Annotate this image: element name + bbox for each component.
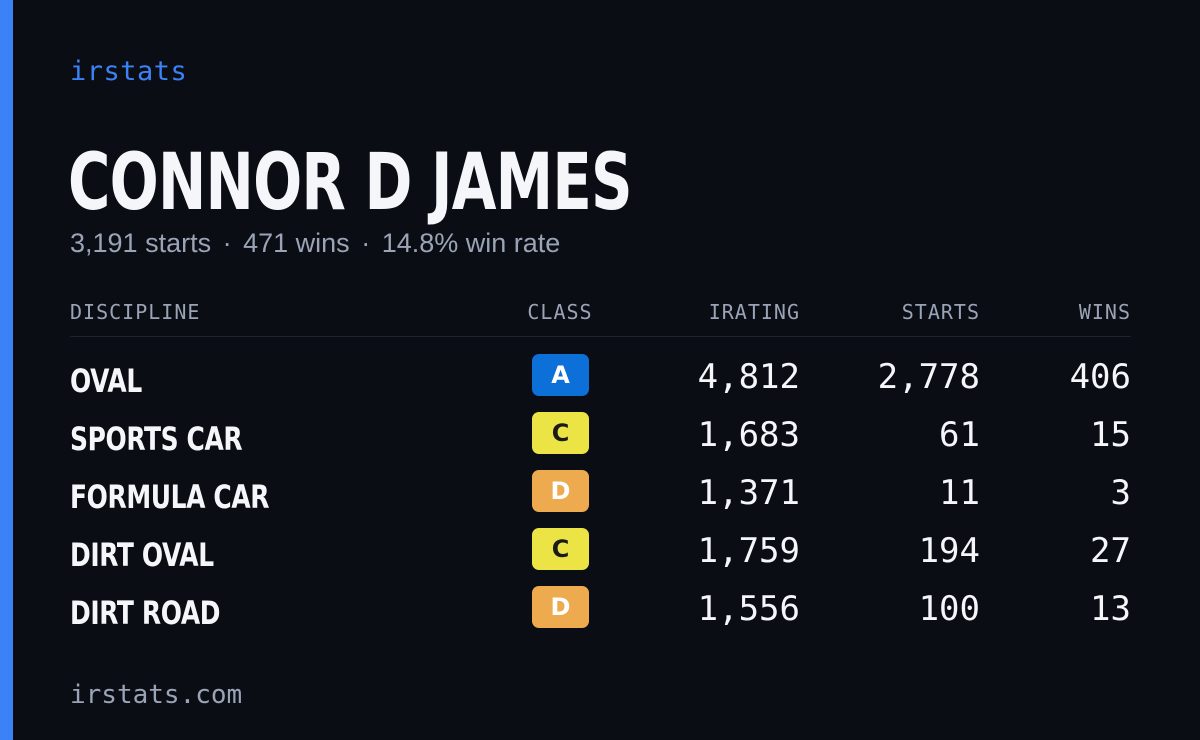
header-wins: WINS — [1078, 300, 1131, 324]
irating-value: 1,371 — [697, 473, 800, 513]
wins-value: 406 — [1069, 357, 1131, 397]
table-header: DISCIPLINE CLASS IRATING STARTS WINS — [70, 300, 1131, 337]
class-badge: D — [532, 470, 589, 512]
discipline-label: OVAL — [70, 362, 142, 400]
wins-value: 3 — [1110, 473, 1131, 513]
brand-logo-text: irstats — [70, 56, 188, 87]
irating-value: 1,683 — [697, 415, 800, 455]
driver-summary: 3,191 starts · 471 wins · 14.8% win rate — [70, 228, 560, 259]
discipline-table: OVAL A 4,812 2,778 406 SPORTS CAR C 1,68… — [70, 350, 1131, 640]
wins-value: 15 — [1090, 415, 1131, 455]
discipline-label: DIRT OVAL — [70, 536, 214, 574]
header-starts: STARTS — [901, 300, 980, 324]
footer-url: irstats.com — [70, 680, 243, 710]
wins-value: 13 — [1090, 589, 1131, 629]
discipline-label: FORMULA CAR — [70, 478, 270, 516]
header-discipline: DISCIPLINE — [70, 300, 201, 324]
table-row: SPORTS CAR C 1,683 61 15 — [70, 408, 1131, 466]
starts-value: 11 — [939, 473, 980, 513]
class-badge: A — [532, 354, 589, 396]
class-badge: D — [532, 586, 589, 628]
table-row: OVAL A 4,812 2,778 406 — [70, 350, 1131, 408]
irating-value: 1,556 — [697, 589, 800, 629]
wins-summary: 471 wins — [243, 228, 350, 258]
starts-value: 2,778 — [877, 357, 980, 397]
separator: · — [361, 228, 371, 258]
separator: · — [222, 228, 232, 258]
irating-value: 4,812 — [697, 357, 800, 397]
starts-value: 194 — [918, 531, 980, 571]
table-row: DIRT OVAL C 1,759 194 27 — [70, 524, 1131, 582]
win-rate-summary: 14.8% win rate — [381, 228, 561, 258]
table-row: DIRT ROAD D 1,556 100 13 — [70, 582, 1131, 640]
irating-value: 1,759 — [697, 531, 800, 571]
class-badge: C — [532, 412, 589, 454]
starts-value: 100 — [918, 589, 980, 629]
discipline-label: DIRT ROAD — [70, 594, 221, 632]
class-badge: C — [532, 528, 589, 570]
header-class: CLASS — [527, 300, 593, 324]
discipline-label: SPORTS CAR — [70, 420, 243, 458]
wins-value: 27 — [1090, 531, 1131, 571]
accent-bar — [0, 0, 13, 740]
driver-name: CONNOR D JAMES — [68, 138, 633, 228]
table-row: FORMULA CAR D 1,371 11 3 — [70, 466, 1131, 524]
starts-value: 61 — [939, 415, 980, 455]
starts-summary: 3,191 starts — [70, 228, 212, 258]
header-irating: IRATING — [708, 300, 800, 324]
